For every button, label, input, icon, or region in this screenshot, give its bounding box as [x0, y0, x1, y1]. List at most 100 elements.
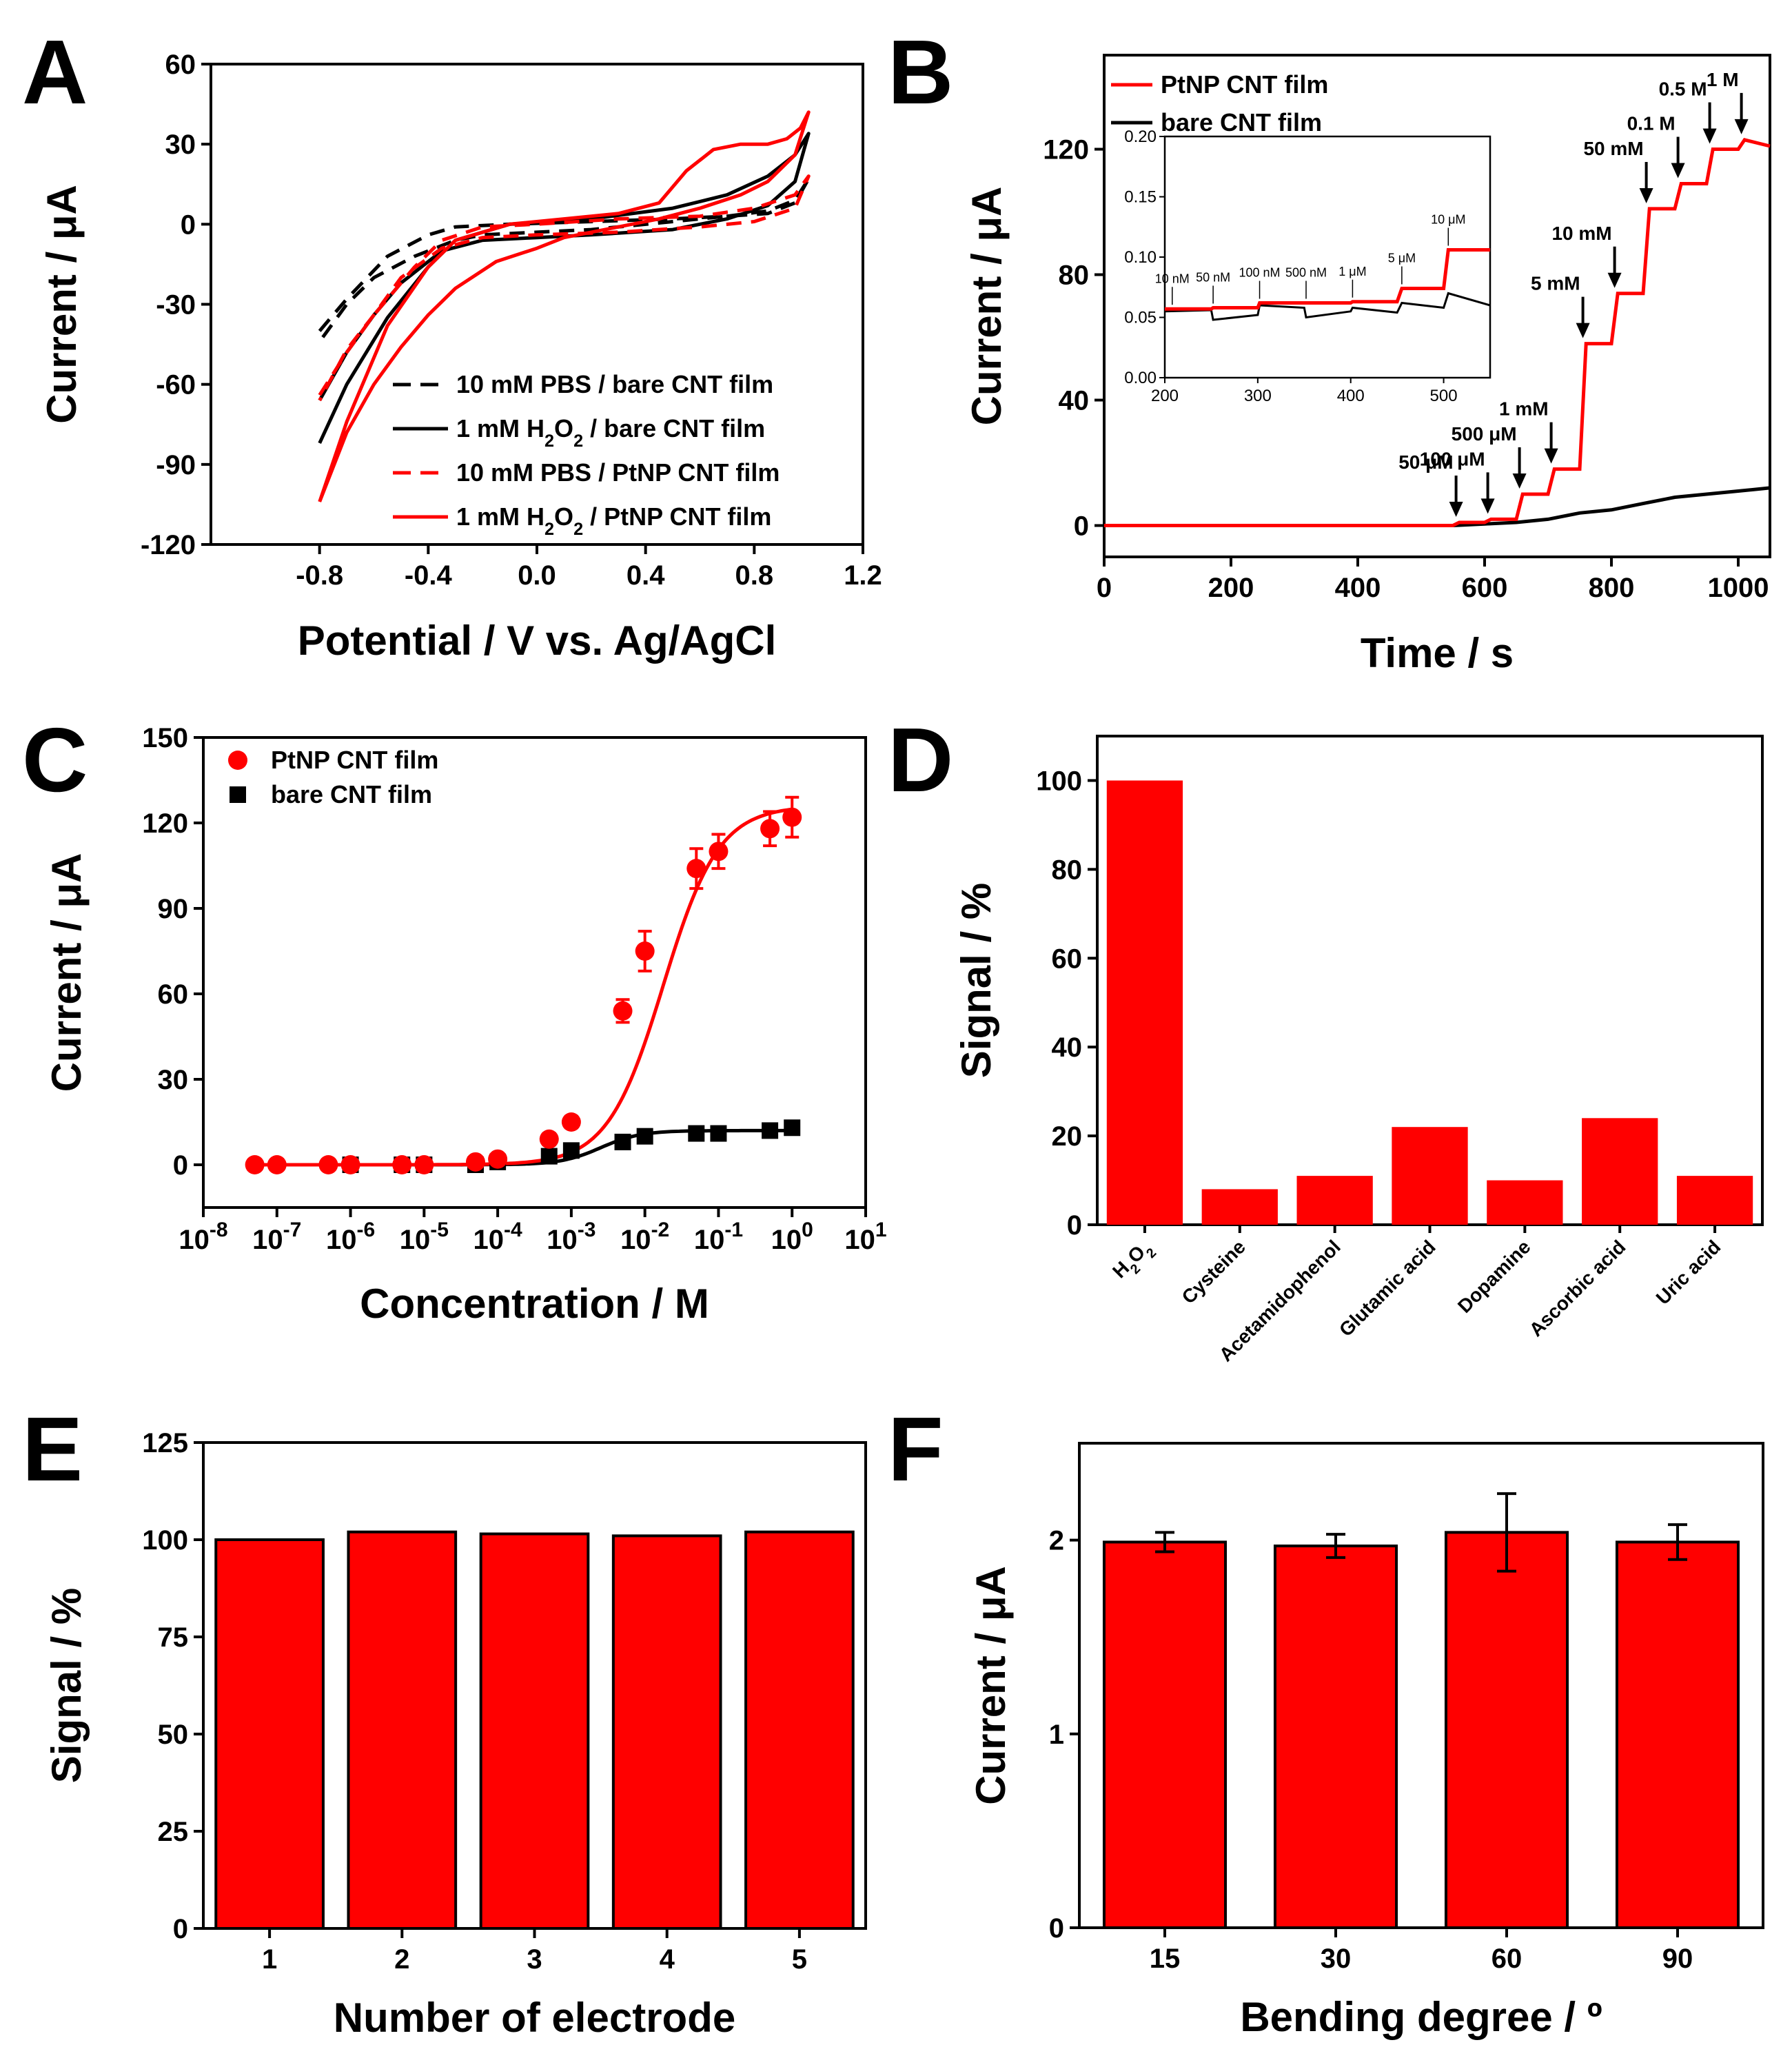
panel-b-inset-annotation: 5 μM [1388, 252, 1416, 265]
panel-d-category-label: Uric acid [1652, 1236, 1725, 1309]
panel-f: 0 1 2 15 30 60 90 Bending degree / º Current / μ… [888, 1398, 1764, 2040]
panel-c-ytick-label: 120 [142, 808, 188, 839]
panel-e-xtick-label: 3 [527, 1944, 542, 1975]
panel-f-ytick-label: 1 [1049, 1720, 1064, 1750]
panel-c-xtick-label: 101 [844, 1219, 886, 1255]
panel-e-bar [347, 1530, 458, 1930]
panel-c-point-ptnp [760, 819, 780, 839]
panel-e-ytick-label: 75 [158, 1622, 189, 1653]
panel-a-legend-label: 1 mM H2O2 / PtNP CNT film [456, 502, 771, 539]
panel-b-inset-xtick-label: 400 [1337, 387, 1365, 405]
panel-b-annotation: 500 μM [1452, 423, 1517, 445]
panel-b-arrow [1607, 272, 1622, 288]
panel-e-bar [744, 1530, 855, 1930]
panel-a-panel-letter: A [22, 21, 88, 123]
panel-e-x-axis-title: Number of electrode [334, 1995, 735, 2041]
panel-d-bar [1582, 1118, 1658, 1225]
panel-e-xtick-label: 4 [660, 1944, 675, 1975]
panel-a-series-4-line [318, 110, 811, 502]
panel-b-annotation: 1 M [1707, 69, 1739, 90]
panel-b-legend-label: PtNP CNT film [1161, 70, 1328, 99]
panel-c-point-ptnp [539, 1129, 559, 1149]
panel-c-ytick-label: 30 [158, 1065, 189, 1095]
panel-e-bar [611, 1534, 722, 1930]
panel-d-y-axis-title: Signal / % [953, 883, 999, 1078]
panel-e-xtick-label: 1 [262, 1944, 277, 1975]
panel-b-inset-series-2-line [1164, 292, 1491, 321]
panel-b-inset-ytick-label: 0.00 [1124, 369, 1157, 387]
panel-c-point-ptnp [245, 1155, 265, 1174]
panel-c-ytick-label: 90 [158, 894, 189, 924]
panel-d-ytick-label: 40 [1052, 1032, 1083, 1063]
panel-b-inset-annotation: 1 μM [1338, 265, 1366, 278]
panel-b-y-axis-title: Current / μA [964, 187, 1010, 426]
panel-c-plot-frame [202, 736, 867, 1209]
panel-f-xtick-label: 90 [1662, 1944, 1693, 1974]
panel-c-point-ptnp [782, 807, 802, 827]
panel-d-bar [1296, 1176, 1373, 1225]
panel-a-ytick-label: -120 [141, 530, 196, 560]
panel-f-x-axis-title: Bending degree / º [1240, 1994, 1602, 2040]
panel-c-point-ptnp [488, 1149, 508, 1169]
panel-c-xtick-label: 10-6 [326, 1219, 375, 1255]
panel-c-xtick-label: 10-8 [179, 1219, 227, 1255]
panel-b-ytick-label: 40 [1059, 386, 1090, 416]
panel-d-bar [1676, 1176, 1753, 1225]
panel-c-point-bare [636, 1128, 653, 1145]
panel-f-panel-letter: F [888, 1398, 944, 1500]
panel-e-ytick-label: 0 [173, 1914, 188, 1944]
panel-b-x-axis-title: Time / s [1361, 630, 1514, 676]
panel-c-point-bare [784, 1119, 801, 1137]
panel-b-series-2-line [1104, 486, 1771, 527]
panel-b-inset-ytick-label: 0.05 [1124, 309, 1157, 327]
panel-a-ytick-label: -60 [156, 370, 196, 400]
panel-d-ytick-label: 20 [1052, 1121, 1083, 1152]
panel-d-ytick-label: 60 [1052, 944, 1083, 974]
panel-c-panel-letter: C [22, 709, 88, 811]
panel-b-inset-annotation: 500 nM [1285, 266, 1327, 280]
panel-c-ytick-label: 0 [173, 1150, 188, 1181]
panel-b-arrow [1480, 498, 1495, 514]
panel-b-inset-xtick-label: 200 [1151, 387, 1179, 405]
panel-d-bar [1201, 1189, 1278, 1225]
panel-a-xtick-label: 0.0 [518, 560, 556, 591]
panel-c-point-ptnp [414, 1155, 434, 1174]
panel-b-xtick-label: 0 [1097, 573, 1112, 603]
panel-c-point-ptnp [613, 1001, 633, 1021]
panel-e-panel-letter: E [22, 1398, 83, 1500]
panel-c-point-bare [688, 1125, 705, 1142]
panel-b-arrow [1671, 163, 1685, 179]
panel-b-xtick-label: 800 [1589, 573, 1635, 603]
panel-b-inset-ytick-label: 0.20 [1124, 128, 1157, 146]
panel-c-x-axis-title: Concentration / M [360, 1281, 709, 1327]
panel-c-legend-label: PtNP CNT film [271, 746, 438, 774]
panel-b-arrow [1544, 448, 1558, 464]
panel-b-arrow [1702, 128, 1717, 144]
panel-e-ytick-label: 50 [158, 1720, 189, 1750]
panel-c-xtick-label: 10-2 [620, 1219, 669, 1255]
panel-c-ytick-label: 150 [142, 723, 188, 753]
panel-d-ytick-label: 80 [1052, 855, 1083, 885]
panel-b-annotation: 50 mM [1583, 138, 1643, 159]
panel-b-xtick-label: 600 [1462, 573, 1508, 603]
panel-e-xtick-label: 2 [394, 1944, 409, 1975]
panel-b-inset-xtick-label: 500 [1430, 387, 1458, 405]
panel-b-inset-series-1-line [1165, 248, 1490, 311]
panel-c-fit-curve-ptnp [254, 807, 793, 1167]
panel-b-annotation: 10 mM [1551, 223, 1611, 244]
panel-b-inset-annotation: 50 nM [1196, 271, 1230, 285]
panel-a-legend-label: 10 mM PBS / bare CNT film [456, 370, 773, 398]
panel-d-category-label: Glutamic acid [1335, 1236, 1440, 1341]
panel-b-ytick-label: 120 [1043, 135, 1089, 165]
panel-f-bar [1444, 1531, 1569, 1930]
panel-c-y-axis-title: Current / μA [43, 853, 90, 1092]
panel-d-category-label: Dopamine [1454, 1236, 1535, 1317]
panel-b-inset-xtick-label: 300 [1244, 387, 1272, 405]
panel-c-point-ptnp [267, 1155, 287, 1174]
panel-b-plot-frame [1103, 54, 1771, 558]
panel-a-ytick-label: 30 [165, 130, 196, 160]
panel-c-point-bare [614, 1133, 631, 1150]
panel-c-point-ptnp [340, 1155, 360, 1174]
